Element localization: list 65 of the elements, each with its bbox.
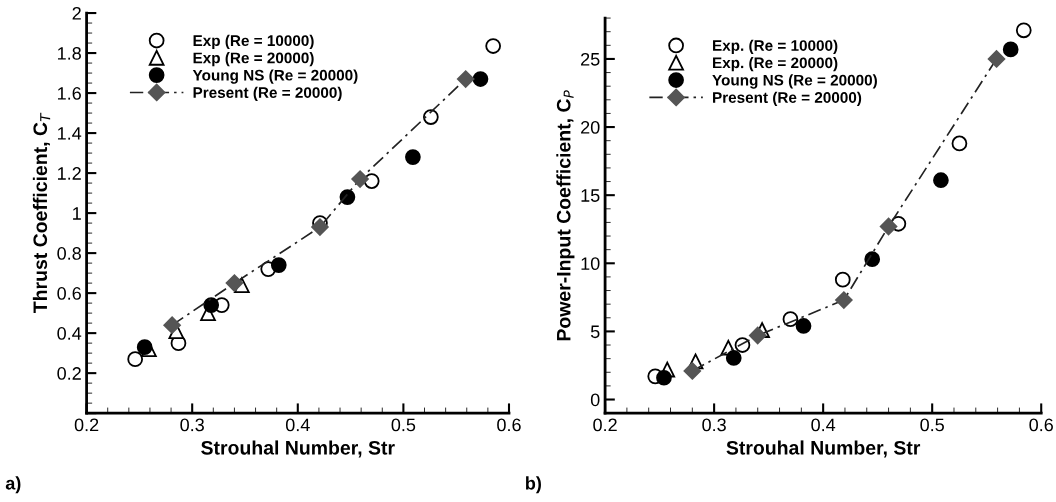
y-tick-label: 15: [581, 189, 600, 202]
y-tick-label: 1.8: [58, 47, 81, 60]
y-axis-title: Thrust Coefficient, C$_{T}$: [32, 112, 51, 314]
y-tick-label: 5: [590, 325, 600, 339]
x-tick-label: 0.3: [702, 418, 726, 432]
legend-label: Exp (Re = 10000): [193, 34, 314, 50]
y-tick-label: 1.6: [58, 87, 81, 100]
y-tick-label: 1.4: [58, 127, 82, 140]
point: [203, 297, 220, 313]
point: [795, 318, 812, 334]
x-tick-label: 0.6: [497, 418, 521, 432]
y-tick-label: 20: [581, 120, 600, 134]
text: a): [5, 476, 21, 494]
x-tick-label: 0.6: [1029, 418, 1053, 432]
point: [351, 170, 369, 188]
legend-label: Present (Re = 20000): [713, 91, 862, 106]
legend-label: Exp (Re = 20000): [193, 52, 314, 67]
y-tick-label: 0.2: [57, 367, 81, 380]
text: b): [526, 476, 541, 494]
x-tick-label: 0.4: [811, 418, 836, 432]
point: [725, 350, 742, 366]
y-tick-label: 1: [73, 207, 81, 220]
point: [422, 109, 439, 125]
point: [136, 339, 153, 355]
legend-label: Exp. (Re = 10000): [713, 39, 838, 54]
y-tick-label: 0.8: [57, 247, 81, 260]
legend-label: Present (Re = 20000): [193, 86, 342, 101]
point: [127, 351, 144, 367]
point: [748, 326, 767, 345]
point: [405, 149, 421, 165]
x-tick-label: 0.5: [391, 418, 416, 432]
x-tick-label: 0.5: [920, 418, 944, 432]
y-tick-label: 0.4: [57, 327, 82, 340]
legend-label: Exp. (Re = 20000): [713, 57, 838, 72]
point: [656, 369, 672, 386]
legend-label: Young NS (Re = 20000): [712, 74, 877, 89]
y-tick-label: 25: [581, 52, 600, 66]
point: [1015, 22, 1032, 39]
point: [339, 189, 356, 205]
x-tick-label: 0.3: [180, 418, 204, 432]
point: [835, 291, 853, 309]
point: [951, 135, 968, 152]
y-tick-label: 2: [72, 6, 81, 20]
point: [485, 38, 502, 54]
x-axis-title: Strouhal Number, Str: [726, 440, 921, 458]
y-axis-title: Power-Input Coefficient, C$_{P}$: [556, 90, 575, 341]
point: [163, 316, 181, 334]
point: [270, 257, 287, 273]
legend-label: Young NS (Re = 20000): [192, 69, 358, 84]
point: [472, 71, 489, 87]
point: [456, 70, 475, 88]
y-tick-label: 0: [590, 393, 600, 407]
x-axis-title: Strouhal Number, Str: [201, 440, 395, 458]
point: [683, 362, 702, 380]
y-tick-label: 1.2: [58, 167, 81, 180]
point: [933, 172, 949, 189]
point: [1002, 41, 1019, 58]
point: [834, 271, 851, 288]
point: [879, 217, 898, 236]
point: [225, 274, 244, 292]
y-tick-label: 0.6: [57, 287, 81, 300]
x-tick-label: 0.4: [285, 418, 310, 432]
point: [987, 50, 1006, 68]
point: [311, 218, 329, 236]
y-tick-label: 10: [581, 257, 600, 271]
